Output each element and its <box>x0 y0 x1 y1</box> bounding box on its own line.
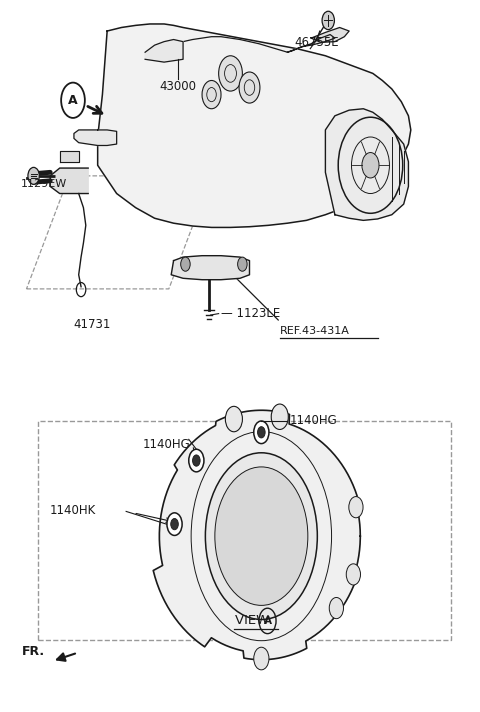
Circle shape <box>346 564 360 585</box>
Polygon shape <box>311 28 349 42</box>
Text: FR.: FR. <box>22 645 45 658</box>
Text: 46755E: 46755E <box>295 36 339 49</box>
Circle shape <box>322 11 335 30</box>
Text: REF.43-431A: REF.43-431A <box>280 326 350 336</box>
Circle shape <box>271 404 288 429</box>
Text: 1140HG: 1140HG <box>143 438 191 451</box>
Circle shape <box>171 518 179 530</box>
Polygon shape <box>145 39 183 62</box>
Polygon shape <box>153 410 360 660</box>
Circle shape <box>205 453 317 619</box>
Polygon shape <box>171 256 250 280</box>
Polygon shape <box>74 130 117 145</box>
Text: A: A <box>264 616 272 626</box>
Circle shape <box>329 597 344 619</box>
Circle shape <box>238 257 247 271</box>
Text: — 1123LE: — 1123LE <box>221 307 280 320</box>
Polygon shape <box>288 35 335 52</box>
Polygon shape <box>97 24 411 227</box>
Text: VIEW: VIEW <box>235 614 274 627</box>
Circle shape <box>180 257 190 271</box>
Circle shape <box>215 467 308 605</box>
Circle shape <box>239 72 260 103</box>
Circle shape <box>362 152 379 178</box>
Circle shape <box>202 80 221 109</box>
Circle shape <box>167 513 182 535</box>
Circle shape <box>192 455 200 466</box>
Circle shape <box>258 426 265 438</box>
Polygon shape <box>325 109 408 220</box>
Circle shape <box>189 449 204 472</box>
Text: 43000: 43000 <box>160 80 197 93</box>
Text: 1129EW: 1129EW <box>21 179 67 189</box>
Circle shape <box>219 56 242 91</box>
Polygon shape <box>50 168 88 194</box>
Circle shape <box>254 647 269 670</box>
Text: A: A <box>68 94 78 107</box>
Text: 1140HG: 1140HG <box>290 414 337 427</box>
Polygon shape <box>60 151 79 162</box>
Text: 1140HK: 1140HK <box>49 503 96 516</box>
Circle shape <box>254 421 269 444</box>
Circle shape <box>349 496 363 518</box>
Circle shape <box>225 407 242 431</box>
Text: 41731: 41731 <box>73 318 110 330</box>
Circle shape <box>28 167 39 184</box>
